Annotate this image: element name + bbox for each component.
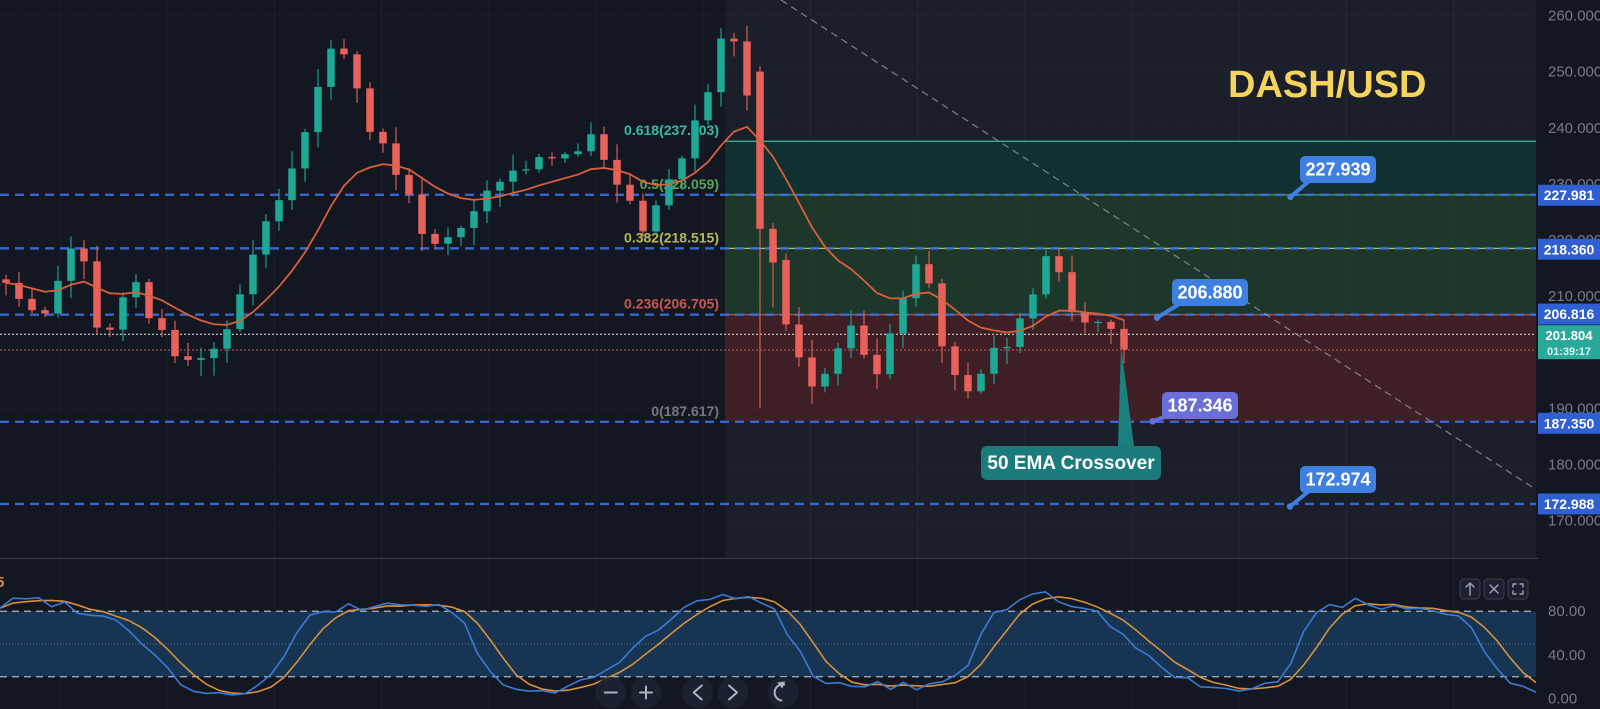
svg-text:187.346: 187.346 [1167, 396, 1232, 416]
svg-text:0.618(237.603): 0.618(237.603) [624, 122, 719, 138]
svg-text:0.236(206.705): 0.236(206.705) [624, 296, 719, 312]
svg-text:172.988: 172.988 [1544, 496, 1595, 512]
svg-text:50 EMA Crossover: 50 EMA Crossover [987, 453, 1155, 474]
svg-text:187.350: 187.350 [1544, 415, 1595, 431]
svg-text:206.880: 206.880 [1177, 283, 1242, 303]
svg-text:227.939: 227.939 [1305, 160, 1370, 180]
svg-text:218.360: 218.360 [1544, 241, 1595, 257]
svg-text:DASH/USD: DASH/USD [1228, 64, 1426, 106]
svg-text:01:39:17: 01:39:17 [1547, 346, 1591, 358]
svg-text:180.000: 180.000 [1548, 457, 1600, 474]
svg-text:206.816: 206.816 [1544, 306, 1595, 322]
svg-text:227.981: 227.981 [1544, 187, 1595, 203]
svg-text:240.000: 240.000 [1548, 120, 1600, 137]
svg-text:170.000: 170.000 [1548, 513, 1600, 530]
svg-text:0(187.617): 0(187.617) [651, 403, 719, 419]
svg-text:260.000: 260.000 [1548, 8, 1600, 25]
svg-text:210.000: 210.000 [1548, 288, 1600, 305]
svg-text:0.382(218.515): 0.382(218.515) [624, 229, 719, 245]
svg-text:250.000: 250.000 [1548, 64, 1600, 81]
svg-text:172.974: 172.974 [1305, 470, 1370, 490]
svg-text:201.804: 201.804 [1546, 328, 1594, 343]
